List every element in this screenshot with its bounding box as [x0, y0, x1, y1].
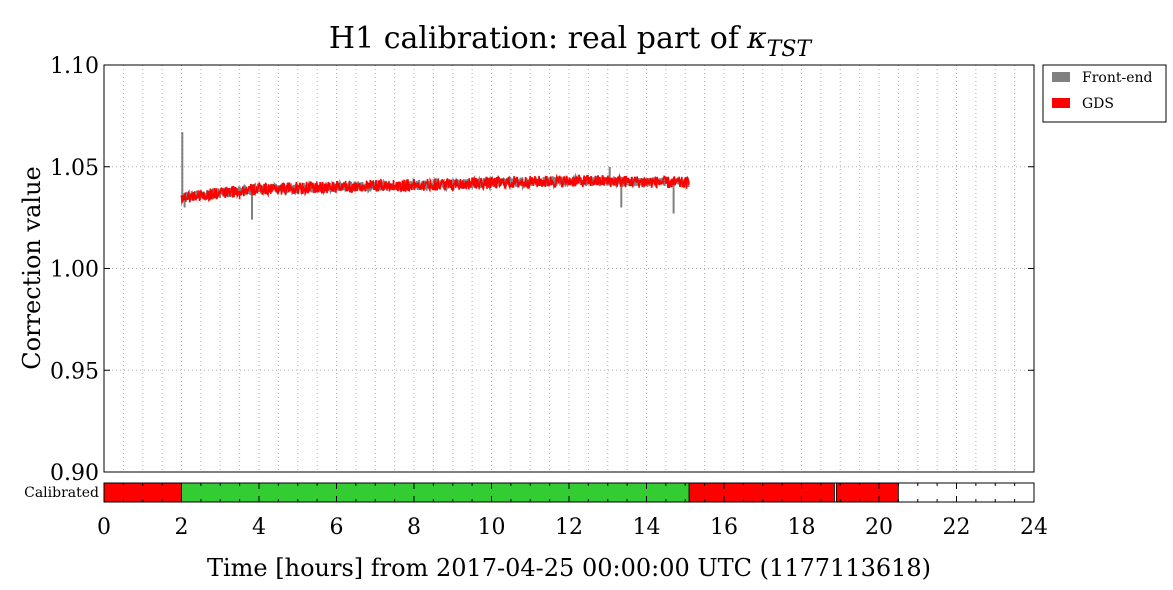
x-tick-label: 12 — [555, 515, 583, 540]
series-line-0 — [180, 132, 690, 220]
y-axis-label: Correction value — [18, 166, 46, 369]
legend-label: Front-end — [1082, 70, 1153, 86]
calibrated-status-bar — [103, 482, 1035, 503]
legend-label: GDS — [1082, 96, 1114, 112]
y-tick-label: 1.00 — [50, 258, 99, 283]
x-tick-label: 2 — [175, 515, 189, 540]
x-tick-label: 20 — [865, 515, 893, 540]
status-bar-label: Calibrated — [24, 485, 99, 501]
status-segment — [897, 482, 1035, 503]
chart-title: H1 calibration: real part of κTST — [329, 21, 814, 62]
legend-swatch — [1052, 72, 1070, 82]
x-axis-label: Time [hours] from 2017-04-25 00:00:00 UT… — [207, 554, 931, 582]
y-tick-label: 0.90 — [50, 461, 99, 486]
x-tick-label: 16 — [710, 515, 738, 540]
chart-title-text: H1 calibration: real part of — [329, 21, 741, 56]
x-tick-label: 4 — [252, 515, 266, 540]
x-tick-label: 22 — [943, 515, 971, 540]
x-tick-label: 24 — [1020, 515, 1048, 540]
y-axis: 0.90 0.95 1.00 1.05 1.10 — [50, 54, 1034, 486]
y-tick-label: 1.05 — [50, 156, 99, 181]
series-layer — [180, 132, 690, 220]
chart-title-subscript: TST — [767, 37, 814, 62]
x-tick-label: 0 — [97, 515, 111, 540]
y-tick-label: 0.95 — [50, 359, 99, 384]
chart-title-symbol: κ — [746, 21, 767, 56]
legend-swatch — [1052, 98, 1070, 108]
x-tick-label: 18 — [788, 515, 816, 540]
x-tick-label: 8 — [407, 515, 421, 540]
status-segment — [181, 482, 690, 503]
x-tick-label: 14 — [633, 515, 661, 540]
status-segment — [688, 482, 835, 503]
y-tick-label: 1.10 — [50, 54, 99, 79]
grid-lines — [104, 65, 1034, 502]
x-tick-label: 10 — [478, 515, 506, 540]
x-tick-label: 6 — [330, 515, 344, 540]
status-segment — [835, 482, 899, 503]
x-axis: 0 2 4 6 8 10 12 14 16 18 20 22 24 — [97, 483, 1048, 540]
legend: Front-end GDS — [1042, 64, 1167, 123]
series-line-1 — [180, 173, 690, 206]
